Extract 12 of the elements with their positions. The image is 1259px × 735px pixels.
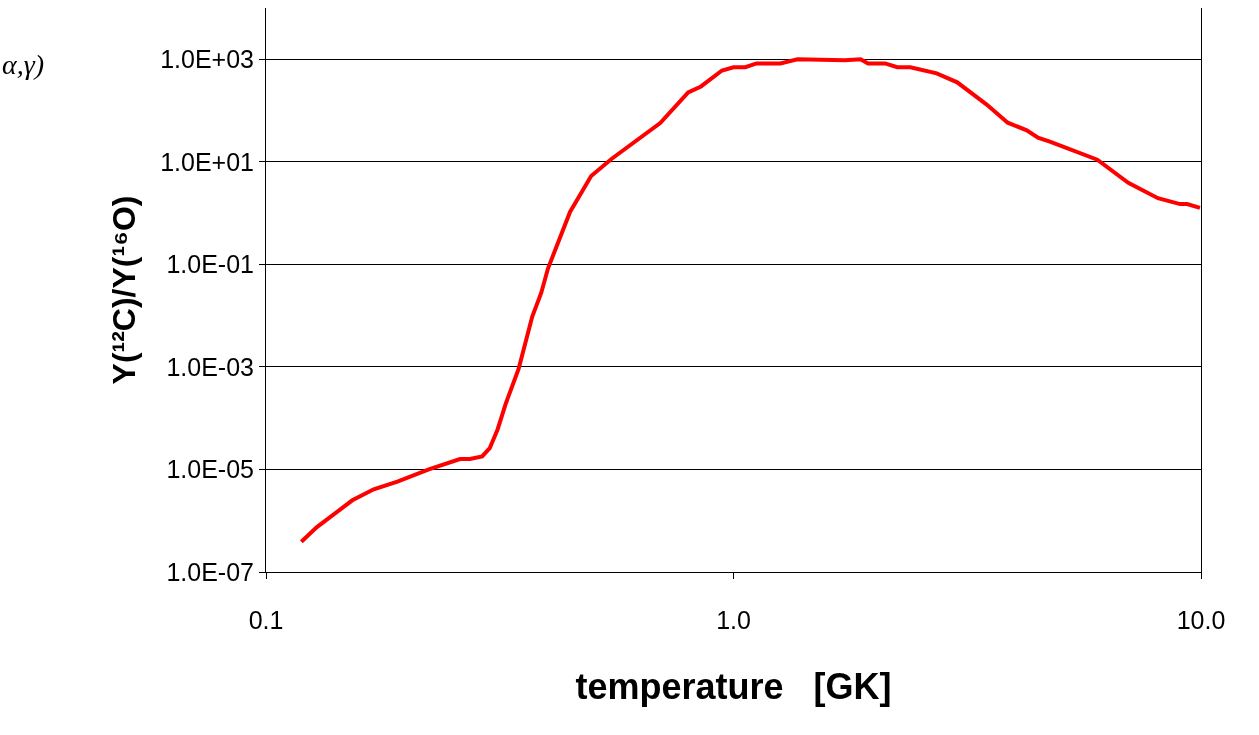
y-axis-title: Y(¹²C)/Y(¹⁶O)	[106, 195, 143, 385]
y-tick-label: 1.0E-01	[166, 250, 254, 279]
x-tick-label: 0.1	[248, 606, 284, 634]
x-axis-title: temperature [GK]	[575, 665, 892, 707]
text: α,γ)	[2, 49, 45, 80]
y-tick-label: 1.0E-07	[166, 557, 254, 586]
x-tick-label: 1.0	[716, 606, 751, 634]
y-tick-label: 1.0E-03	[166, 352, 254, 381]
y-tick-label: 1.0E+01	[160, 147, 254, 176]
y-tick-label: 1.0E-05	[166, 455, 254, 484]
x-tick-label: 10.0	[1176, 606, 1226, 634]
y-tick-label: 1.0E+03	[160, 45, 254, 74]
